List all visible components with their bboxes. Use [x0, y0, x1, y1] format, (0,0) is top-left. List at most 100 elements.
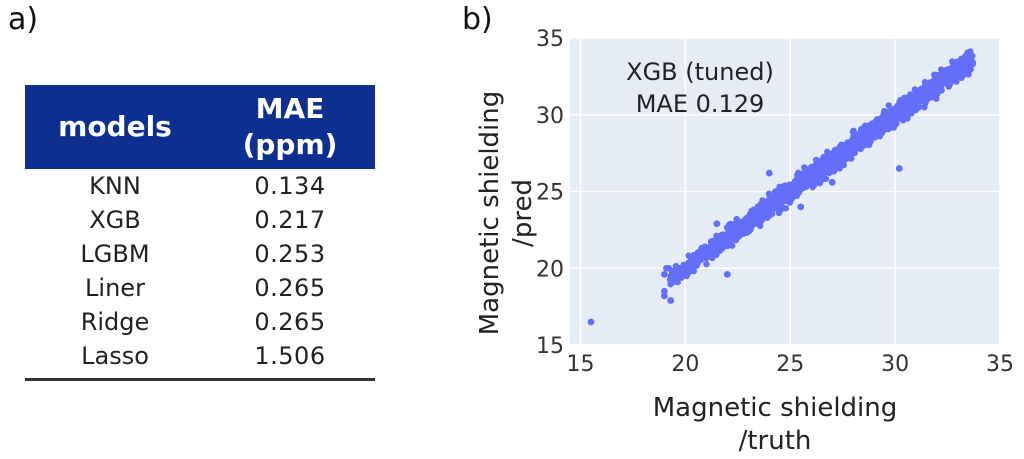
data-point	[812, 156, 820, 164]
data-point	[896, 98, 903, 106]
data-point	[723, 270, 731, 278]
data-point	[797, 203, 805, 211]
data-point	[776, 183, 783, 191]
data-point	[931, 84, 938, 92]
data-point	[849, 140, 857, 148]
data-point	[907, 92, 914, 99]
model-name: Ridge	[80, 308, 150, 336]
data-point	[848, 145, 856, 153]
data-point	[958, 59, 966, 66]
data-point	[938, 87, 945, 94]
data-point	[744, 218, 752, 226]
model-name: Liner	[85, 274, 145, 302]
model-name: XGB	[89, 206, 141, 234]
data-point	[669, 267, 677, 275]
data-point	[728, 234, 735, 241]
data-point	[925, 83, 933, 91]
data-point	[713, 220, 721, 228]
data-point	[964, 64, 971, 71]
x-axis-title-line2: /truth	[739, 426, 812, 456]
mae-value: 0.253	[254, 240, 326, 268]
data-point	[933, 95, 940, 102]
data-point	[870, 123, 878, 131]
data-point	[900, 103, 907, 111]
y-tick-label: 25	[536, 181, 564, 206]
grid-lines	[570, 37, 1001, 346]
table-row: Lasso 1.506	[25, 339, 375, 373]
data-point	[947, 80, 954, 87]
data-point	[686, 263, 693, 271]
data-point	[814, 168, 821, 175]
data-point	[828, 178, 836, 186]
data-point	[950, 66, 958, 74]
mae-table: models MAE (ppm) KNN 0.134 XGB 0.217 LGB…	[25, 85, 375, 373]
data-point	[757, 211, 765, 218]
data-point	[703, 260, 710, 268]
data-point	[952, 76, 960, 83]
data-point	[732, 228, 740, 235]
data-point	[799, 177, 807, 185]
table-row: KNN 0.134	[25, 169, 375, 203]
model-name: LGBM	[80, 240, 150, 268]
data-point	[865, 135, 873, 142]
data-point	[801, 164, 808, 171]
x-tick-label: 25	[776, 352, 804, 377]
data-point	[775, 209, 783, 217]
data-point	[685, 269, 692, 276]
data-point	[798, 185, 805, 192]
data-point	[856, 134, 863, 142]
data-point	[916, 91, 924, 99]
annotation-model: XGB (tuned)	[626, 58, 774, 86]
data-point	[663, 264, 670, 272]
model-name: KNN	[89, 172, 141, 200]
data-point	[751, 212, 758, 220]
data-point	[849, 128, 857, 135]
y-tick-label: 20	[536, 257, 564, 282]
data-point	[772, 197, 779, 205]
data-point	[933, 77, 941, 85]
data-point	[883, 112, 891, 120]
panel-label-b: b)	[462, 2, 493, 37]
data-point	[885, 102, 892, 109]
x-tick-label: 15	[566, 352, 594, 377]
data-point	[660, 287, 668, 295]
data-point	[859, 139, 867, 146]
table-row: Ridge 0.265	[25, 305, 375, 339]
header-models: models	[25, 85, 205, 169]
data-point	[886, 122, 893, 130]
annotation-mae: MAE 0.129	[636, 90, 765, 118]
y-tick-label: 30	[536, 104, 564, 129]
data-point	[824, 148, 831, 156]
data-point	[891, 108, 899, 116]
mae-value: 0.265	[254, 274, 326, 302]
data-point	[719, 240, 727, 248]
data-point	[692, 255, 700, 263]
data-point	[828, 165, 835, 172]
x-tick-label: 35	[986, 352, 1014, 377]
data-point	[835, 145, 843, 153]
data-point	[764, 214, 771, 222]
data-point	[746, 212, 753, 220]
data-point	[793, 180, 800, 188]
table-row: LGBM 0.253	[25, 237, 375, 271]
data-point	[835, 151, 842, 159]
data-point	[862, 129, 870, 137]
data-point	[944, 65, 952, 73]
data-point	[778, 203, 786, 211]
header-mae-line2: (ppm)	[242, 128, 338, 161]
panel-label-a: a)	[8, 2, 39, 37]
data-point	[807, 171, 815, 179]
data-point	[587, 318, 595, 326]
table-row: XGB 0.217	[25, 203, 375, 237]
data-point	[841, 145, 849, 152]
data-point	[895, 165, 903, 172]
x-axis-title-line1: Magnetic shielding	[653, 393, 898, 423]
data-point	[891, 117, 899, 124]
data-point	[847, 150, 854, 158]
y-axis-title-line2: /pred	[508, 179, 538, 247]
x-tick-label: 20	[671, 352, 699, 377]
data-point	[912, 88, 919, 95]
data-point	[675, 264, 683, 272]
x-tick-label: 30	[881, 352, 909, 377]
mae-value: 0.265	[254, 308, 326, 336]
